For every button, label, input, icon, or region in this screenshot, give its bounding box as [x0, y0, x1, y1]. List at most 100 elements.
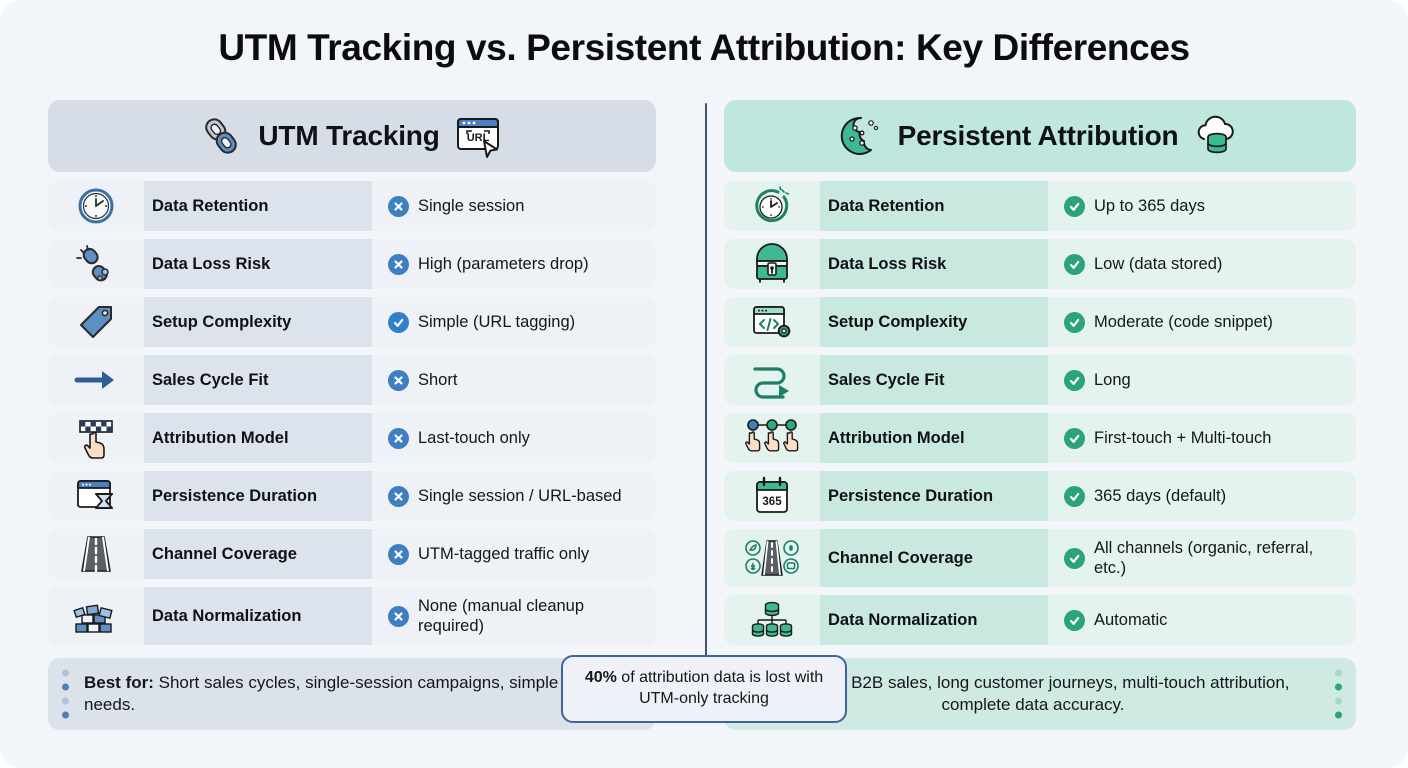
row-value-cell: Moderate (code snippet)	[1048, 297, 1356, 347]
row-value-text: Simple (URL tagging)	[418, 312, 576, 331]
row-value-text: Short	[418, 370, 458, 389]
table-row: Sales Cycle Fit Long	[724, 355, 1356, 405]
row-value-text: High (parameters drop)	[418, 254, 589, 273]
row-value-text: Long	[1094, 370, 1131, 389]
row-label: Data Loss Risk	[144, 239, 372, 289]
table-row: Channel Coverage All channels (organic, …	[724, 529, 1356, 587]
row-label: Setup Complexity	[144, 297, 372, 347]
row-label: Data Normalization	[144, 587, 372, 645]
status-badge-positive	[1064, 485, 1085, 507]
stat-callout-number: 40%	[584, 669, 617, 686]
table-row: 365 Persistence Duration 365 days (defau…	[724, 471, 1356, 521]
row-value-cell: High (parameters drop)	[372, 239, 656, 289]
table-row: Data Retention Single session	[48, 181, 656, 231]
status-badge-positive	[388, 311, 409, 333]
table-row: Data Retention Up to 365 days	[724, 181, 1356, 231]
row-value-cell: Single session	[372, 181, 656, 231]
scattered-bricks-icon	[48, 587, 144, 645]
status-badge-positive	[1064, 195, 1085, 217]
row-value-text: Single session / URL-based	[418, 486, 622, 505]
row-value-text: Up to 365 days	[1094, 196, 1205, 215]
accent-dot	[62, 669, 69, 677]
utm-best-for-text: Short sales cycles, single-session campa…	[84, 672, 623, 714]
table-row: Channel Coverage UTM-tagged traffic only	[48, 529, 656, 579]
row-value-cell: 365 days (default)	[1048, 471, 1356, 521]
row-value-cell: All channels (organic, referral, etc.)	[1048, 529, 1356, 587]
accent-dot	[62, 711, 69, 719]
row-label: Sales Cycle Fit	[820, 355, 1048, 405]
row-value-text: Single session	[418, 196, 525, 215]
row-value-text: None (manual cleanup required)	[418, 596, 585, 635]
comparison-columns: UTM Tracking URL	[0, 100, 1408, 645]
table-row: Sales Cycle Fit Short	[48, 355, 656, 405]
utm-panel-title: UTM Tracking	[258, 120, 440, 151]
row-value-cell: Long	[1048, 355, 1356, 405]
status-badge-positive	[1064, 547, 1085, 569]
accent-dot	[62, 683, 69, 691]
pa-best-for-text: B2B sales, long customer journeys, multi…	[846, 672, 1290, 714]
status-badge-negative	[388, 427, 409, 449]
utm-footer-column: Best for: Short sales cycles, single-ses…	[0, 658, 704, 730]
table-row: Data Normalization None (manual cleanup …	[48, 587, 656, 645]
row-value-cell: Automatic	[1048, 595, 1356, 645]
clock-icon	[48, 181, 144, 231]
row-label: Data Loss Risk	[820, 239, 1048, 289]
status-badge-negative	[388, 543, 409, 565]
dot-accent-right	[1335, 669, 1342, 719]
locked-chest-icon	[724, 239, 820, 289]
table-row: Setup Complexity Moderate (code snippet)	[724, 297, 1356, 347]
table-row: Data Loss Risk Low (data stored)	[724, 239, 1356, 289]
row-value-cell: None (manual cleanup required)	[372, 587, 656, 645]
table-row: Data Loss Risk High (parameters drop)	[48, 239, 656, 289]
database-tree-icon	[724, 595, 820, 645]
table-row: Setup Complexity Simple (URL tagging)	[48, 297, 656, 347]
accent-dot	[1335, 683, 1342, 691]
stat-callout-badge: 40% of attribution data is lost with UTM…	[561, 655, 847, 723]
page-title: UTM Tracking vs. Persistent Attribution:…	[218, 27, 1190, 68]
status-badge-negative	[388, 369, 409, 391]
arrow-right-icon	[48, 355, 144, 405]
road-channels-icon	[724, 529, 820, 587]
accent-dot	[62, 697, 69, 705]
stat-callout-text: of attribution data is lost with UTM-onl…	[616, 669, 824, 707]
code-window-gear-icon	[724, 297, 820, 347]
row-value-text: UTM-tagged traffic only	[418, 544, 590, 563]
row-value-cell: First-touch + Multi-touch	[1048, 413, 1356, 463]
utm-best-for-card: Best for: Short sales cycles, single-ses…	[48, 658, 656, 730]
persistent-attribution-rows: Data Retention Up to 365 days	[724, 181, 1356, 645]
road-icon	[48, 529, 144, 579]
row-value-text: Moderate (code snippet)	[1094, 312, 1273, 331]
row-label: Data Retention	[144, 181, 372, 231]
status-badge-positive	[1064, 311, 1085, 333]
status-badge-negative	[388, 605, 409, 627]
row-value-cell: Single session / URL-based	[372, 471, 656, 521]
price-tag-icon	[48, 297, 144, 347]
persistent-attribution-column: Persistent Attribution	[704, 100, 1408, 645]
utm-tracking-column: UTM Tracking URL	[0, 100, 704, 645]
status-badge-negative	[388, 195, 409, 217]
table-row: Persistence Duration Single session / UR…	[48, 471, 656, 521]
row-label: Data Normalization	[820, 595, 1048, 645]
row-value-cell: Last-touch only	[372, 413, 656, 463]
row-value-text: 365 days (default)	[1094, 486, 1227, 505]
row-value-text: All channels (organic, referral, etc.)	[1094, 538, 1314, 577]
utm-panel-header: UTM Tracking URL	[48, 100, 656, 172]
cookie-icon	[838, 113, 884, 159]
browser-hourglass-icon	[48, 471, 144, 521]
cloud-database-icon	[1192, 113, 1242, 159]
column-divider	[705, 103, 707, 656]
status-badge-positive	[1064, 609, 1085, 631]
browser-url-window-icon: URL	[454, 113, 506, 159]
multi-touch-icon	[724, 413, 820, 463]
winding-arrow-icon	[724, 355, 820, 405]
calendar-365-icon: 365	[724, 471, 820, 521]
row-label: Persistence Duration	[144, 471, 372, 521]
row-label: Sales Cycle Fit	[144, 355, 372, 405]
chain-link-icon	[198, 113, 244, 159]
row-value-cell: UTM-tagged traffic only	[372, 529, 656, 579]
row-value-cell: Up to 365 days	[1048, 181, 1356, 231]
accent-dot	[1335, 711, 1342, 719]
status-badge-negative	[388, 253, 409, 275]
row-value-text: Last-touch only	[418, 428, 530, 447]
